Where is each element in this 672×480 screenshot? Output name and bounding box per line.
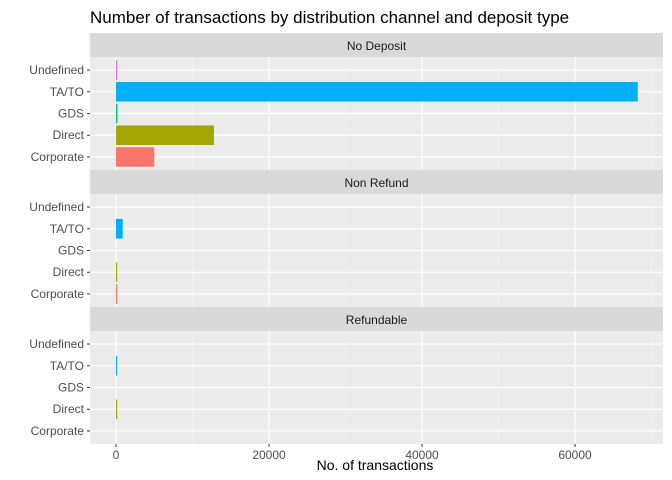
y-tick-label: GDS — [58, 244, 84, 258]
facet-strip — [90, 33, 663, 57]
y-tick-label: Undefined — [29, 200, 84, 214]
bar-tato-non-refund — [116, 218, 123, 239]
facet-panels: No Deposit Corporate Direct GDS TA/TO Undefin… — [29, 33, 663, 444]
facet-strip — [90, 170, 663, 194]
facet-strip-label: Non Refund — [344, 176, 408, 190]
facet-non-refund: Non Refund Corporate Direct GDS TA/TO Undefin… — [29, 170, 663, 307]
bar-gds-no-deposit — [116, 103, 118, 124]
facet-strip-label: No Deposit — [347, 39, 407, 53]
x-axis-title: No. of transactions — [317, 457, 434, 473]
x-tick-label: 0 — [113, 448, 120, 462]
bar-tato-no-deposit — [116, 81, 638, 102]
y-tick-label: GDS — [58, 107, 84, 121]
y-tick-label: GDS — [58, 381, 84, 395]
y-tick-label: Direct — [53, 265, 85, 279]
bar-corporate-no-deposit — [116, 147, 155, 167]
x-axis: 0 20000 40000 60000 — [113, 444, 592, 462]
y-tick-label: Undefined — [29, 337, 84, 351]
bar-tato-refundable — [116, 355, 118, 376]
y-tick-label: TA/TO — [50, 359, 84, 373]
bar-direct-no-deposit — [116, 125, 214, 146]
y-tick-label: Corporate — [31, 424, 85, 438]
bar-undefined-no-deposit — [116, 60, 118, 80]
bar-corporate-non-refund — [116, 284, 118, 304]
x-tick-label: 40000 — [405, 448, 439, 462]
facet-refundable: Refundable Corporate Direct GDS TA/TO Undefin… — [29, 307, 663, 444]
y-tick-label: Corporate — [31, 287, 85, 301]
facet-strip — [90, 307, 663, 331]
y-tick-label: Direct — [53, 402, 85, 416]
y-tick-label: Corporate — [31, 150, 85, 164]
facet-no-deposit: No Deposit Corporate Direct GDS TA/TO Undefin… — [29, 33, 663, 170]
x-tick-label: 60000 — [558, 448, 592, 462]
y-tick-label: Undefined — [29, 63, 84, 77]
bar-direct-non-refund — [116, 262, 118, 283]
x-tick-label: 20000 — [252, 448, 286, 462]
y-tick-label: TA/TO — [50, 222, 84, 236]
y-tick-label: Direct — [53, 128, 85, 142]
bar-direct-refundable — [116, 399, 118, 420]
y-tick-label: TA/TO — [50, 85, 84, 99]
chart-title: Number of transactions by distribution c… — [90, 8, 569, 27]
facet-strip-label: Refundable — [346, 313, 408, 327]
